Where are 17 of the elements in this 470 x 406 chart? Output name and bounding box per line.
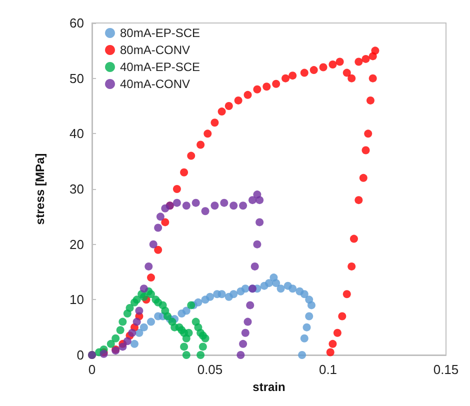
- y-tick-label: 0: [76, 348, 84, 362]
- legend-label: 80mA-CONV: [120, 43, 190, 57]
- legend-label: 40mA-EP-SCE: [120, 60, 200, 74]
- y-tick-label: 30: [70, 182, 84, 196]
- y-tick-label: 40: [70, 126, 84, 142]
- x-tick-label: 0: [88, 362, 96, 377]
- x-axis-title: strain: [252, 380, 286, 394]
- x-tick-label: 0.05: [197, 362, 223, 377]
- y-tick-label: 60: [70, 16, 84, 30]
- y-tick-label: 10: [70, 292, 84, 308]
- y-tick-label: 50: [70, 70, 84, 86]
- y-axis-title: stress [MPa]: [33, 153, 47, 225]
- legend-label: 80mA-EP-SCE: [120, 26, 200, 40]
- x-tick-label: 0.1: [318, 362, 338, 377]
- legend-label: 40mA-CONV: [120, 77, 190, 91]
- x-tick-label: 0.15: [433, 362, 459, 377]
- y-tick-label: 20: [70, 236, 84, 252]
